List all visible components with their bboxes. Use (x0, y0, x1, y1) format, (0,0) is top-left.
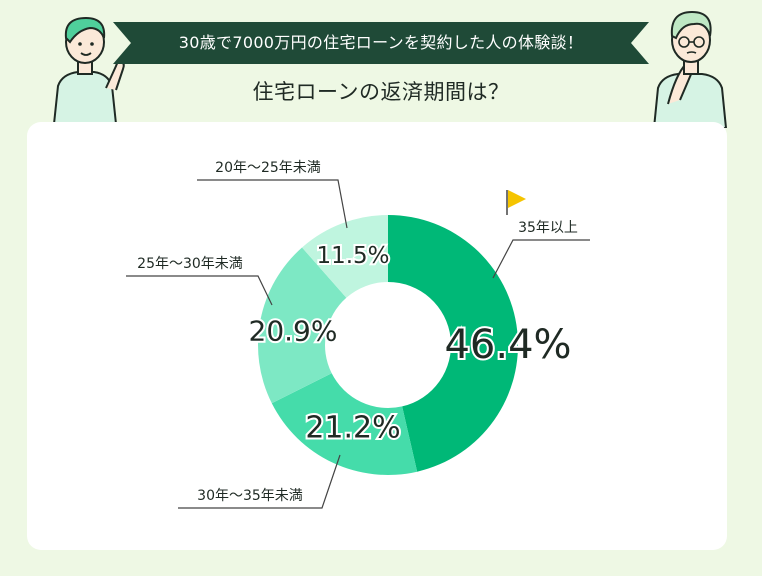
slice-1-category-label: 35年以上 (518, 220, 578, 236)
slice-2-leader-line (178, 454, 341, 509)
slice-3 (258, 247, 347, 404)
slice-3-value-label: 20.9% (249, 315, 338, 348)
thinking-person-icon (652, 10, 728, 128)
banner-shape (113, 22, 649, 64)
slice-2-category-label: 30年～35年未満 (197, 488, 303, 504)
slice-1-value-label: 46.4% (444, 322, 571, 368)
slice-3-leader-line (126, 275, 273, 306)
chart-card (27, 122, 727, 550)
slice-1 (388, 214, 519, 472)
slice-3-category-label: 25年～30年未満 (137, 256, 243, 272)
slice-1-leader-line (492, 239, 590, 279)
banner-title: 30歳で7000万円の住宅ローンを契約した人の体験談！ (178, 33, 584, 52)
slice-4-leader-line (197, 179, 348, 229)
flag-icon (506, 190, 526, 215)
slice-4-value-label: 11.5% (316, 243, 389, 269)
slice-2-value-label: 21.2% (305, 411, 400, 446)
slice-4-category-label: 20年～25年未満 (215, 160, 321, 176)
chart-subtitle: 住宅ローンの返済期間は？ (252, 80, 510, 104)
slice-4 (302, 215, 388, 298)
slice-2 (271, 373, 418, 475)
pointing-person-icon (52, 16, 125, 124)
title-banner: 30歳で7000万円の住宅ローンを契約した人の体験談！ (113, 22, 649, 64)
